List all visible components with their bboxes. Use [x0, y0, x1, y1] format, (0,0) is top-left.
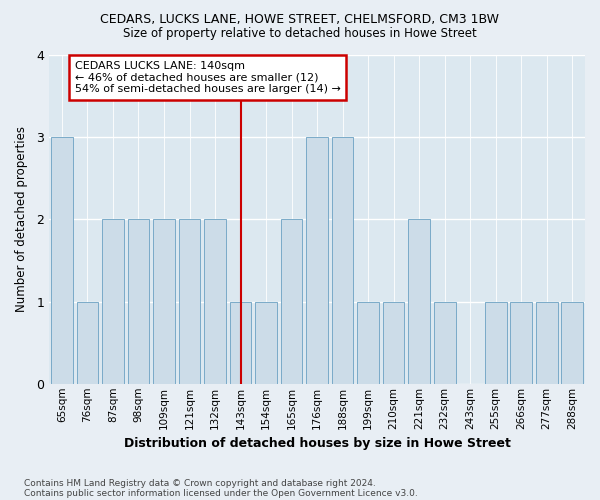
Bar — [536, 302, 557, 384]
Bar — [255, 302, 277, 384]
Bar — [179, 220, 200, 384]
Bar — [51, 137, 73, 384]
Bar — [332, 137, 353, 384]
Text: Size of property relative to detached houses in Howe Street: Size of property relative to detached ho… — [123, 28, 477, 40]
Bar — [409, 220, 430, 384]
Bar — [281, 220, 302, 384]
Bar — [434, 302, 455, 384]
X-axis label: Distribution of detached houses by size in Howe Street: Distribution of detached houses by size … — [124, 437, 511, 450]
Bar — [102, 220, 124, 384]
Bar — [485, 302, 506, 384]
Bar — [230, 302, 251, 384]
Text: CEDARS, LUCKS LANE, HOWE STREET, CHELMSFORD, CM3 1BW: CEDARS, LUCKS LANE, HOWE STREET, CHELMSF… — [101, 12, 499, 26]
Bar — [77, 302, 98, 384]
Bar — [153, 220, 175, 384]
Bar — [357, 302, 379, 384]
Bar — [383, 302, 404, 384]
Text: CEDARS LUCKS LANE: 140sqm
← 46% of detached houses are smaller (12)
54% of semi-: CEDARS LUCKS LANE: 140sqm ← 46% of detac… — [75, 61, 341, 94]
Bar — [562, 302, 583, 384]
Bar — [511, 302, 532, 384]
Bar — [306, 137, 328, 384]
Text: Contains HM Land Registry data © Crown copyright and database right 2024.: Contains HM Land Registry data © Crown c… — [24, 478, 376, 488]
Bar — [204, 220, 226, 384]
Bar — [128, 220, 149, 384]
Text: Contains public sector information licensed under the Open Government Licence v3: Contains public sector information licen… — [24, 488, 418, 498]
Y-axis label: Number of detached properties: Number of detached properties — [15, 126, 28, 312]
